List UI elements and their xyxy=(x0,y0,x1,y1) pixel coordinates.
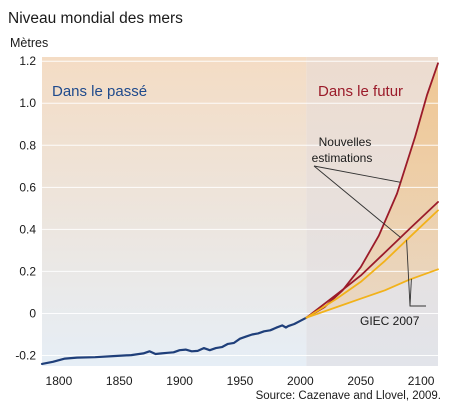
x-tick-label: 1850 xyxy=(106,374,133,388)
y-tick-label: -0.2 xyxy=(15,348,36,362)
ipcc-high-line xyxy=(305,209,439,319)
x-tick-label: 1900 xyxy=(166,374,193,388)
new-estimates-annotation-line2: estimations xyxy=(312,151,373,165)
ipcc-pointer-low xyxy=(409,278,412,307)
y-axis-tick-labels: -0.2 0 0.2 0.4 0.6 0.8 1.0 1.2 xyxy=(15,54,36,362)
ipcc-annotation: GIEC 2007 xyxy=(360,314,420,328)
new-estimates-pointer-low xyxy=(313,165,401,238)
gridlines xyxy=(42,60,438,356)
y-axis-label: Mètres xyxy=(10,36,48,50)
data-series xyxy=(40,62,439,365)
x-axis-tick-labels: 1800 1850 1900 1950 2000 2050 2100 xyxy=(46,374,435,388)
annotation-pointers xyxy=(313,165,426,307)
y-tick-label: 0.2 xyxy=(19,264,36,278)
y-tick-label: 0 xyxy=(29,306,36,320)
projection-range-fill xyxy=(306,63,438,318)
future-region-label: Dans le futur xyxy=(318,83,403,100)
past-region-background xyxy=(42,57,307,366)
new-estimate-low-line xyxy=(305,201,439,319)
chart-title: Niveau mondial des mers xyxy=(8,10,183,27)
x-tick-label: 2050 xyxy=(347,374,374,388)
source-note: Source: Cazenave and Llovel, 2009. xyxy=(256,390,441,402)
x-tick-label: 1950 xyxy=(227,374,254,388)
x-tick-label: 1800 xyxy=(46,374,73,388)
y-tick-label: 1.0 xyxy=(19,96,36,110)
y-tick-label: 0.8 xyxy=(19,138,36,152)
past-region-label: Dans le passé xyxy=(52,83,147,100)
ipcc-low-line xyxy=(305,268,439,319)
x-tick-label: 2000 xyxy=(287,374,314,388)
x-tick-label: 2100 xyxy=(408,374,435,388)
y-tick-label: 0.4 xyxy=(19,222,36,236)
new-estimates-pointer-high xyxy=(313,165,401,183)
new-estimates-annotation-line1: Nouvelles xyxy=(319,135,372,149)
observed-line xyxy=(40,316,308,365)
y-tick-label: 1.2 xyxy=(19,54,36,68)
y-tick-label: 0.6 xyxy=(19,180,36,194)
